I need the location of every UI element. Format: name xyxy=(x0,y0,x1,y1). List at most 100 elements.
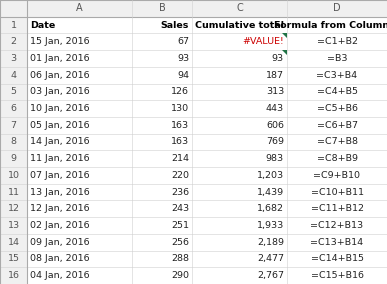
Bar xyxy=(192,201,287,217)
Bar xyxy=(0,17,27,34)
Text: 12 Jan, 2016: 12 Jan, 2016 xyxy=(30,204,90,213)
Bar xyxy=(192,100,287,117)
Text: =C9+B10: =C9+B10 xyxy=(313,171,361,180)
Text: 130: 130 xyxy=(171,104,189,113)
Text: 10 Jan, 2016: 10 Jan, 2016 xyxy=(30,104,90,113)
Bar xyxy=(192,234,287,250)
Text: 243: 243 xyxy=(171,204,189,213)
Bar xyxy=(0,0,27,17)
Bar xyxy=(287,234,387,250)
Bar xyxy=(132,34,192,50)
Text: 2,189: 2,189 xyxy=(257,238,284,247)
Text: =C7+B8: =C7+B8 xyxy=(317,137,358,147)
Text: 5: 5 xyxy=(10,87,17,96)
Text: 08 Jan, 2016: 08 Jan, 2016 xyxy=(30,254,90,264)
Text: 13: 13 xyxy=(7,221,20,230)
Text: =C8+B9: =C8+B9 xyxy=(317,154,358,163)
Bar xyxy=(287,0,387,17)
Bar xyxy=(27,267,132,284)
Bar xyxy=(287,217,387,234)
Text: 1,203: 1,203 xyxy=(257,171,284,180)
Bar xyxy=(132,150,192,167)
Bar xyxy=(132,201,192,217)
Bar xyxy=(287,184,387,201)
Text: D: D xyxy=(333,3,341,13)
Text: 7: 7 xyxy=(10,121,17,130)
Bar xyxy=(192,267,287,284)
Bar xyxy=(192,167,287,184)
Text: 163: 163 xyxy=(171,121,189,130)
Bar xyxy=(132,250,192,267)
Text: #VALUE!: #VALUE! xyxy=(242,37,284,46)
Bar xyxy=(132,67,192,83)
Text: 3: 3 xyxy=(10,54,17,63)
Text: =C12+B13: =C12+B13 xyxy=(310,221,363,230)
Bar xyxy=(287,150,387,167)
Text: 01 Jan, 2016: 01 Jan, 2016 xyxy=(30,54,90,63)
Text: 11: 11 xyxy=(7,188,19,197)
Bar xyxy=(192,67,287,83)
Text: =B3: =B3 xyxy=(327,54,347,63)
Text: 13 Jan, 2016: 13 Jan, 2016 xyxy=(30,188,90,197)
Bar xyxy=(192,34,287,50)
Bar xyxy=(132,0,192,17)
Bar xyxy=(287,167,387,184)
Text: 09 Jan, 2016: 09 Jan, 2016 xyxy=(30,238,90,247)
Text: 2,767: 2,767 xyxy=(257,271,284,280)
Text: 6: 6 xyxy=(10,104,17,113)
Text: 220: 220 xyxy=(171,171,189,180)
Bar xyxy=(287,50,387,67)
Bar xyxy=(27,17,132,34)
Bar xyxy=(192,250,287,267)
Bar xyxy=(287,250,387,267)
Bar xyxy=(287,201,387,217)
Bar xyxy=(132,17,192,34)
Text: =C11+B12: =C11+B12 xyxy=(310,204,363,213)
Text: 04 Jan, 2016: 04 Jan, 2016 xyxy=(30,271,90,280)
Bar xyxy=(0,267,27,284)
Bar xyxy=(287,34,387,50)
Bar xyxy=(27,134,132,150)
Text: 93: 93 xyxy=(177,54,189,63)
Text: =C15+B16: =C15+B16 xyxy=(310,271,363,280)
Bar xyxy=(132,117,192,134)
Bar xyxy=(0,201,27,217)
Bar xyxy=(192,184,287,201)
Text: 983: 983 xyxy=(266,154,284,163)
Text: 1: 1 xyxy=(10,20,17,30)
Bar xyxy=(132,83,192,100)
Bar xyxy=(27,201,132,217)
Bar xyxy=(0,50,27,67)
Text: 1,682: 1,682 xyxy=(257,204,284,213)
Text: 15 Jan, 2016: 15 Jan, 2016 xyxy=(30,37,90,46)
Text: 163: 163 xyxy=(171,137,189,147)
Bar xyxy=(132,267,192,284)
Text: A: A xyxy=(76,3,83,13)
Text: 12: 12 xyxy=(7,204,19,213)
Text: 02 Jan, 2016: 02 Jan, 2016 xyxy=(30,221,90,230)
Bar xyxy=(0,250,27,267)
Bar xyxy=(27,50,132,67)
Text: 11 Jan, 2016: 11 Jan, 2016 xyxy=(30,154,90,163)
Bar xyxy=(132,184,192,201)
Polygon shape xyxy=(282,34,287,38)
Text: 16: 16 xyxy=(7,271,19,280)
Bar xyxy=(287,83,387,100)
Text: =C6+B7: =C6+B7 xyxy=(317,121,358,130)
Text: Cumulative total: Cumulative total xyxy=(195,20,284,30)
Bar xyxy=(0,217,27,234)
Text: 06 Jan, 2016: 06 Jan, 2016 xyxy=(30,71,90,80)
Bar xyxy=(132,167,192,184)
Text: 07 Jan, 2016: 07 Jan, 2016 xyxy=(30,171,90,180)
Text: =C1+B2: =C1+B2 xyxy=(317,37,358,46)
Bar xyxy=(27,83,132,100)
Text: Date: Date xyxy=(30,20,55,30)
Bar xyxy=(192,17,287,34)
Bar xyxy=(0,150,27,167)
Bar xyxy=(27,34,132,50)
Text: =C5+B6: =C5+B6 xyxy=(317,104,358,113)
Bar xyxy=(192,217,287,234)
Text: 214: 214 xyxy=(171,154,189,163)
Text: 14 Jan, 2016: 14 Jan, 2016 xyxy=(30,137,90,147)
Text: 256: 256 xyxy=(171,238,189,247)
